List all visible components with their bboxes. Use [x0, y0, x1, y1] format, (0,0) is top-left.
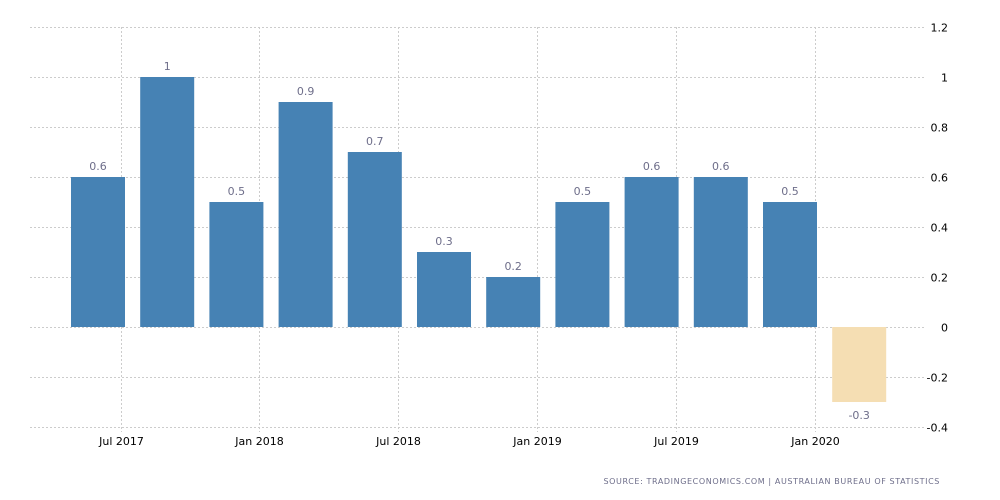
y-tick-label: -0.4 — [927, 422, 948, 435]
x-tick-label: Jul 2018 — [375, 435, 421, 448]
y-tick-label: 1 — [941, 72, 948, 85]
x-tick-label: Jul 2019 — [653, 435, 699, 448]
data-label: 0.6 — [89, 160, 107, 173]
bar — [624, 177, 679, 327]
bar — [347, 152, 402, 327]
data-label: 0.3 — [435, 235, 453, 248]
vertical-gridlines — [121, 27, 816, 432]
data-label: 0.7 — [366, 135, 384, 148]
data-label: 0.5 — [574, 185, 592, 198]
x-tick-label: Jan 2018 — [234, 435, 283, 448]
data-labels: 0.6 1 0.5 0.9 0.7 0.3 0.2 0.5 0.6 0.6 0.5 -0.3 — [89, 60, 870, 422]
y-tick-label: -0.2 — [927, 372, 948, 385]
y-tick-label: 0.6 — [931, 172, 949, 185]
data-label: 0.6 — [712, 160, 730, 173]
bar — [832, 327, 887, 402]
data-label: 1 — [164, 60, 171, 73]
bar — [486, 277, 541, 327]
data-label: -0.3 — [848, 409, 869, 422]
y-tick-label: 0 — [941, 322, 948, 335]
bar — [693, 177, 748, 327]
y-tick-label: 0.4 — [931, 222, 949, 235]
bar — [278, 102, 333, 327]
data-label: 0.5 — [781, 185, 799, 198]
bar — [209, 202, 264, 327]
y-axis-ticks: 1.2 1 0.8 0.6 0.4 0.2 0 -0.2 -0.4 — [927, 22, 948, 435]
source-note: SOURCE: TRADINGECONOMICS.COM | AUSTRALIA… — [603, 477, 940, 486]
data-label: 0.2 — [504, 260, 522, 273]
x-tick-label: Jan 2020 — [790, 435, 839, 448]
bar — [71, 177, 125, 327]
bar — [140, 77, 195, 327]
bar — [417, 252, 471, 327]
bar — [763, 202, 817, 327]
x-tick-label: Jul 2017 — [98, 435, 144, 448]
data-label: 0.6 — [643, 160, 661, 173]
bars — [71, 77, 887, 402]
bar — [555, 202, 610, 327]
x-tick-label: Jan 2019 — [512, 435, 561, 448]
data-label: 0.5 — [228, 185, 246, 198]
y-tick-label: 0.2 — [931, 272, 949, 285]
y-tick-label: 1.2 — [931, 22, 949, 35]
y-tick-label: 0.8 — [931, 122, 949, 135]
data-label: 0.9 — [297, 85, 315, 98]
x-axis-ticks: Jul 2017 Jan 2018 Jul 2018 Jan 2019 Jul 2019… — [98, 435, 840, 448]
